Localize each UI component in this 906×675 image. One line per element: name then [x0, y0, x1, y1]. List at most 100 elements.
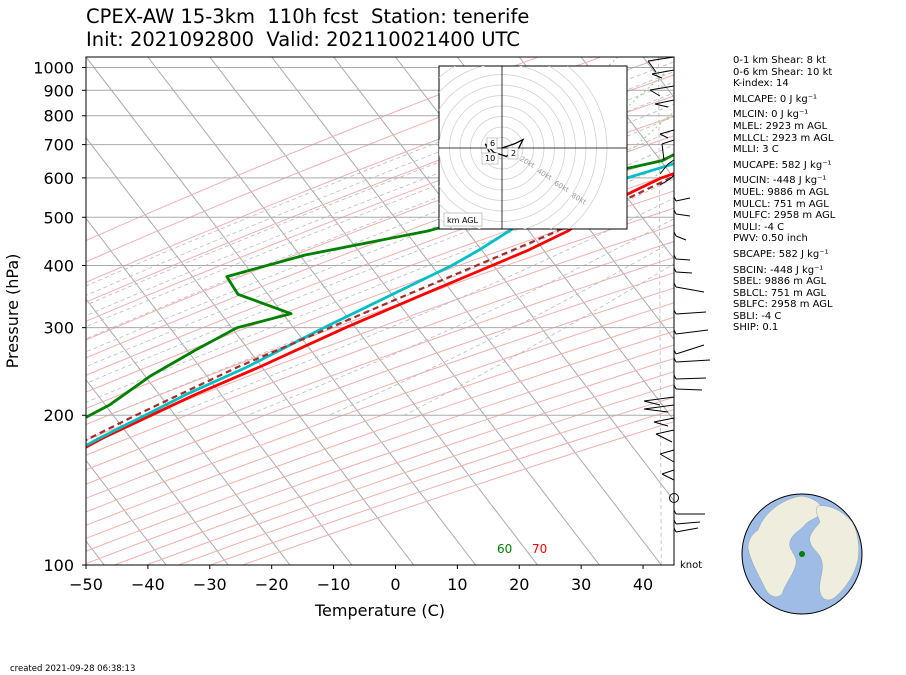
y-tick-label: 500: [43, 208, 74, 227]
x-tick-label: −20: [255, 575, 289, 594]
wind-barb-shaft: [673, 254, 677, 260]
index-line: SHIP: 0.1: [733, 322, 779, 334]
globe-land-americas: [747, 495, 825, 597]
wind-barb-shaft: [661, 469, 675, 475]
wind-barb-flag: [659, 178, 671, 186]
wind-barb-shaft: [673, 357, 677, 363]
isotherm-line: [333, 57, 674, 502]
dry-adiabat-line: [86, 240, 674, 456]
wind-barb-flag: [643, 408, 669, 413]
dry-adiabat-line: [86, 207, 674, 425]
wind-barb-shaft: [673, 309, 677, 315]
y-tick-label: 200: [43, 406, 74, 425]
hodograph-height-label: 10: [485, 154, 495, 163]
surface-temperature-label: 70: [532, 542, 547, 556]
wind-barb-flag: [675, 258, 691, 261]
wind-barb-flag: [661, 143, 665, 161]
wind-barb-shaft: [654, 99, 675, 105]
dry-adiabat-line: [86, 302, 674, 513]
wind-barb-shaft: [647, 56, 675, 62]
profile-wetbulb: [86, 162, 674, 448]
wind-barb-flag: [649, 89, 661, 97]
wind-barb-flag: [651, 73, 663, 79]
y-tick-label: 700: [43, 136, 74, 155]
wind-barb-shaft: [673, 349, 677, 355]
wind-barb-flag: [655, 433, 673, 443]
wind-barb-flag: [647, 60, 657, 73]
hodograph-height-box: [486, 137, 498, 150]
dry-adiabat-line: [86, 330, 674, 539]
index-line: MULFC: 2958 m AGL: [733, 210, 836, 222]
wind-barb-flag: [643, 400, 661, 406]
sounding-indices-panel: 0-1 km Shear: 8 kt 0-6 km Shear: 10 kt K-i…: [733, 55, 835, 334]
dry-adiabat-line: [86, 190, 674, 410]
y-axis-label: Pressure (hPa): [3, 254, 22, 369]
wind-barb-shaft: [673, 519, 677, 525]
y-tick-label: 600: [43, 169, 74, 188]
wind-barb-flag: [675, 286, 705, 293]
index-line: SBLCL: 751 m AGL: [733, 287, 827, 299]
isotherm-line: [580, 57, 674, 179]
index-line: K-index: 14: [733, 78, 789, 90]
index-line: SBCIN: -448 J kg⁻¹: [733, 264, 824, 276]
wind-barb-flag: [661, 473, 675, 481]
x-tick-label: 0: [390, 575, 400, 594]
dry-adiabat-line: [86, 95, 674, 322]
wind-barb-shaft: [673, 384, 677, 390]
dry-adiabat-line: [86, 256, 674, 471]
wind-barb-flag: [675, 388, 703, 391]
profile-temperature: [86, 172, 674, 449]
hodograph-height-box: [507, 147, 519, 160]
x-tick-label: 30: [571, 575, 591, 594]
globe-land-africa-europe: [809, 505, 859, 601]
wind-barb-flag: [675, 359, 711, 363]
wind-barb-shaft: [643, 396, 675, 402]
y-tick-label: 1000: [33, 59, 74, 78]
wind-barb-flag: [675, 213, 691, 217]
dry-adiabat-line: [86, 357, 674, 565]
hodograph-legend-box: [443, 212, 483, 227]
wind-barb-flag: [675, 527, 699, 533]
index-line: MLEL: 2923 m AGL: [733, 120, 828, 132]
wind-barb-flag: [659, 453, 675, 463]
x-tick-label: 20: [509, 575, 529, 594]
wind-barb-flag: [675, 271, 693, 274]
wind-barb-flag: [653, 421, 669, 427]
isotherm-line: [271, 57, 662, 565]
moist-adiabat-line: [247, 218, 674, 416]
x-tick-label: −50: [69, 575, 103, 594]
wind-barb-shaft: [673, 329, 677, 335]
dry-adiabat-line: [86, 272, 674, 485]
created-timestamp: created 2021-09-28 06:38:13: [10, 664, 136, 674]
mixing-ratio-line: [839, 57, 906, 178]
index-line: MULI: -4 C: [733, 221, 785, 233]
wind-barb-flag: [675, 377, 707, 380]
dry-adiabat-line: [86, 224, 674, 441]
index-line: MLLCL: 2923 m AGL: [733, 132, 834, 144]
index-line: MLLI: 3 C: [733, 144, 779, 156]
x-tick-label: 40: [633, 575, 653, 594]
x-axis-ticks: −50 −40 −30 −20 −10 0 10 20 30 40: [69, 565, 653, 594]
moist-adiabat-line: [108, 178, 674, 416]
index-line: MUEL: 9886 m AGL: [733, 186, 829, 198]
index-line: MLCAPE: 0 J kg⁻¹: [733, 93, 818, 105]
wind-barb-shaft: [643, 404, 675, 410]
y-tick-label: 400: [43, 256, 74, 275]
y-tick-label: 900: [43, 81, 74, 100]
wind-barb-shaft: [651, 69, 675, 75]
hodograph-height-box: [481, 152, 499, 165]
x-tick-label: 10: [447, 575, 467, 594]
isotherm-line: [86, 136, 415, 565]
y-tick-label: 300: [43, 319, 74, 338]
index-line: 0-1 km Shear: 8 kt: [733, 55, 826, 66]
index-line: PWV: 0.50 inch: [733, 233, 808, 245]
dry-adiabat-line: [86, 344, 674, 552]
hodograph-legend-label: km AGL: [447, 216, 479, 225]
dry-adiabat-line: [86, 316, 674, 526]
wind-barb-shaft: [659, 449, 675, 455]
station-location-marker: [799, 551, 805, 557]
index-line: SBLFC: 2958 m AGL: [733, 299, 833, 311]
y-axis-ticks: 100 200 300 400 500 600 700 800 900 1000: [33, 59, 86, 575]
chart-title-line-2: Init: 2021092800 Valid: 202110021400 UTC: [86, 28, 520, 51]
